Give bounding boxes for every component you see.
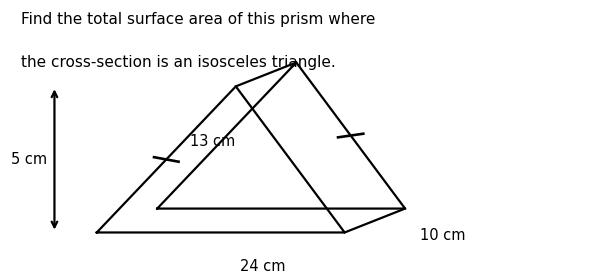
Text: Find the total surface area of this prism where: Find the total surface area of this pris… (21, 12, 376, 27)
Text: the cross-section is an isosceles triangle.: the cross-section is an isosceles triang… (21, 55, 336, 70)
Text: 24 cm: 24 cm (241, 259, 286, 274)
Text: 13 cm: 13 cm (191, 134, 236, 149)
Text: 5 cm: 5 cm (11, 152, 47, 167)
Text: 10 cm: 10 cm (420, 228, 466, 243)
